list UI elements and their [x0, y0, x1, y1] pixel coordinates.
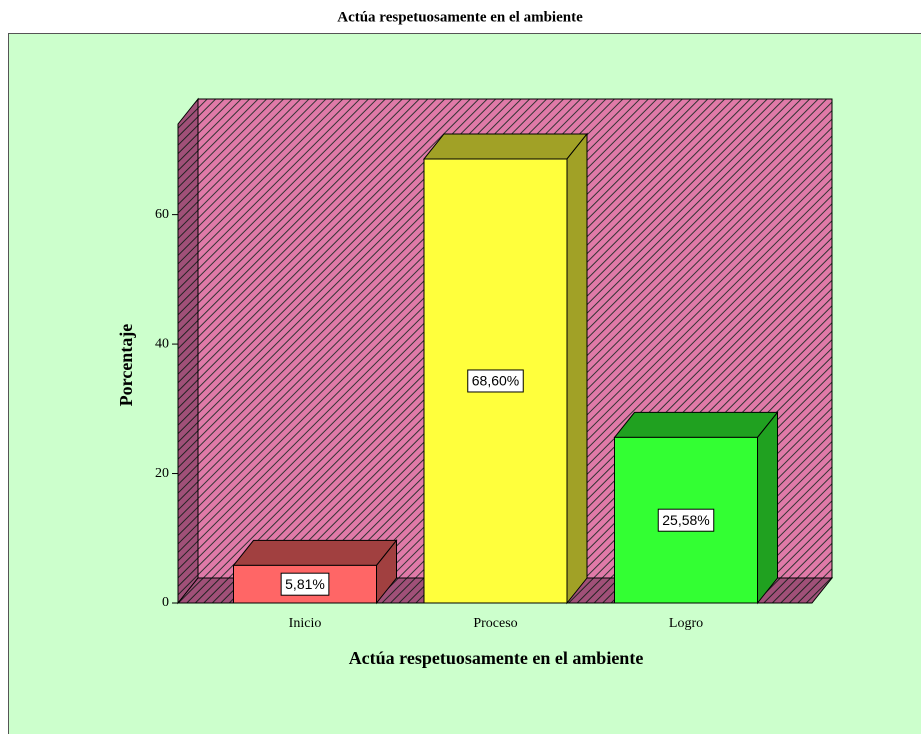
- y-tick-label: 0: [162, 595, 169, 610]
- value-label-box: [467, 369, 524, 393]
- bar: [232, 538, 398, 605]
- x-tick-label: Inicio: [289, 616, 322, 631]
- chart-title: Actúa respetuosamente en el ambiente: [337, 9, 583, 25]
- y-tick-label: 20: [155, 466, 169, 481]
- bar-side: [566, 132, 588, 605]
- bar-top: [613, 411, 779, 438]
- value-label-box: [280, 572, 330, 596]
- x-axis-label: Actúa respetuosamente en el ambiente: [349, 648, 644, 668]
- bar: [613, 410, 779, 605]
- y-tick-label: 60: [155, 207, 169, 222]
- x-tick-label: Proceso: [473, 616, 517, 631]
- y-tick-label: 40: [155, 336, 169, 351]
- value-label: 5,81%: [285, 576, 325, 592]
- bar: [422, 132, 589, 605]
- side-wall: [177, 97, 199, 605]
- bar-top: [422, 133, 589, 160]
- bar-top: [232, 539, 398, 566]
- bar-side: [757, 410, 778, 605]
- value-label-box: [657, 508, 715, 532]
- x-tick-label: Logro: [669, 616, 703, 631]
- y-axis-label: Porcentaje: [116, 324, 136, 407]
- value-label: 68,60%: [472, 373, 519, 389]
- value-label: 25,58%: [662, 512, 709, 528]
